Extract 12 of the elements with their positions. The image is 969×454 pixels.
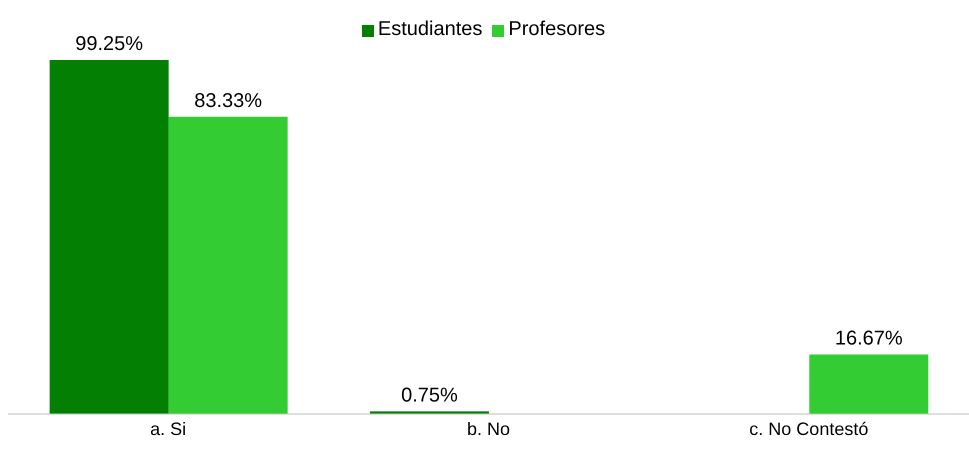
data-label: 16.67% — [834, 328, 903, 350]
x-tick-label: a. Si — [150, 418, 186, 439]
bar — [50, 60, 169, 414]
data-label: 99.25% — [75, 33, 144, 55]
legend-label: Estudiantes — [378, 18, 482, 40]
x-tick-label: c. No Contestó — [749, 418, 868, 439]
bar — [809, 354, 928, 414]
data-label: 0.75% — [401, 384, 458, 406]
bar — [168, 116, 288, 414]
data-label: 83.33% — [194, 90, 262, 112]
legend-label: Profesores — [508, 18, 606, 40]
x-tick-label: b. No — [466, 418, 510, 439]
